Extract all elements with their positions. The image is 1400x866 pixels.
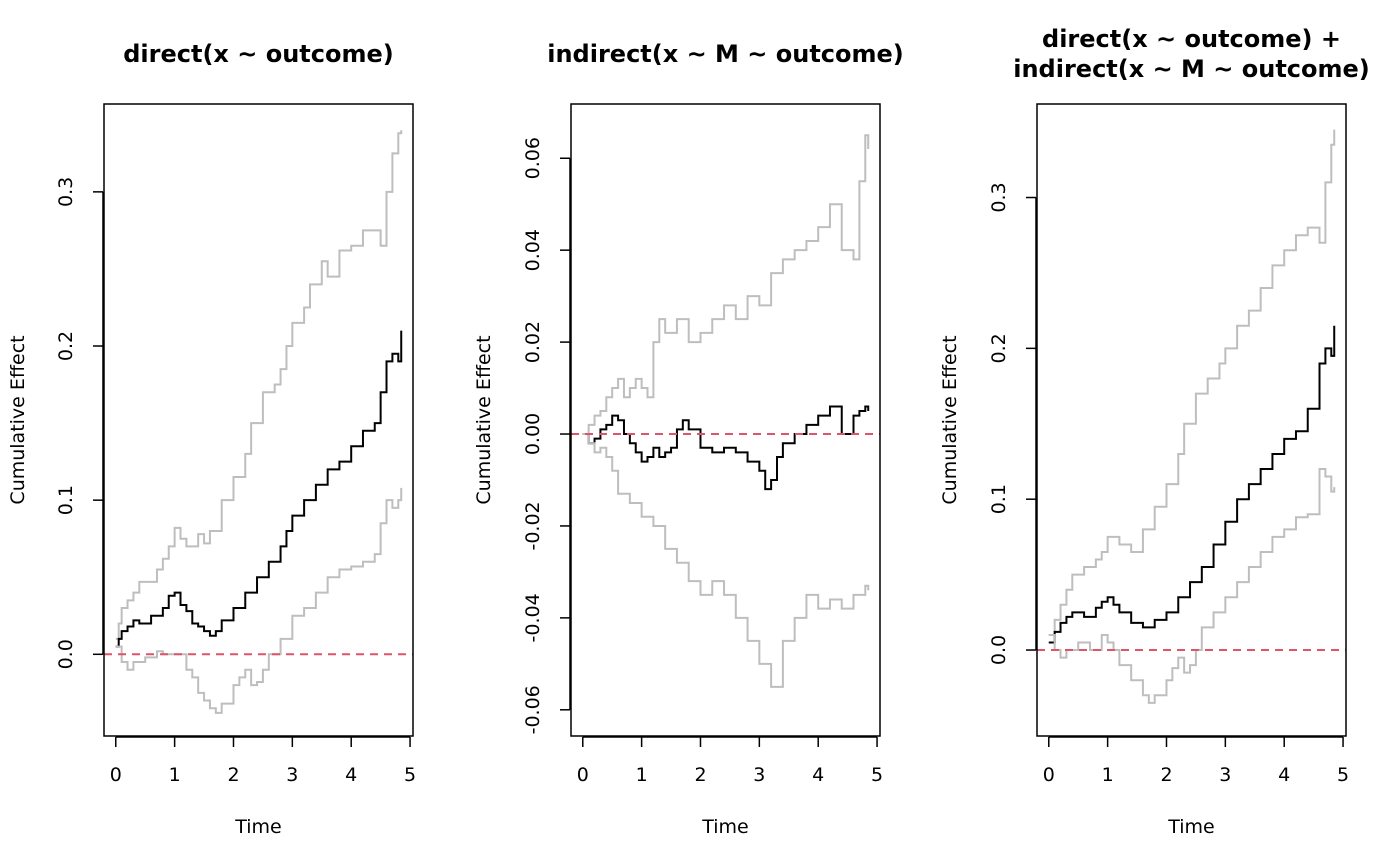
x-tick-label: 1	[1102, 764, 1114, 786]
x-tick-label: 0	[1043, 764, 1055, 786]
y-axis: 0.0 0.1 0.2 0.3 Cumulative Effect	[7, 177, 104, 669]
y-axis: 0.0 0.1 0.2 0.3 Cumulative Effect	[939, 182, 1037, 665]
x-tick-label: 5	[1337, 764, 1349, 786]
x-axis-label: Time	[1167, 816, 1215, 838]
y-tick-label: 0.2	[55, 331, 77, 361]
chart-title: direct(x ~ outcome) +	[1042, 25, 1341, 53]
series-line-estimate	[115, 330, 403, 648]
y-tick-label: 0.04	[522, 229, 544, 271]
y-axis-label: Cumulative Effect	[473, 335, 495, 504]
x-axis: 0 1 2 3 4 5 Time	[1043, 736, 1349, 838]
x-tick-label: 3	[286, 764, 298, 786]
x-axis-label: Time	[701, 816, 749, 838]
series-group	[104, 130, 413, 714]
y-tick-label: 0.06	[522, 137, 544, 179]
x-tick-label: 4	[345, 764, 357, 786]
x-tick-label: 2	[227, 764, 239, 786]
series-line-estimate	[582, 405, 870, 491]
plot-frame	[103, 103, 414, 737]
y-tick-label: 0.3	[55, 177, 77, 207]
plot-frame	[1036, 103, 1347, 737]
y-tick-label: 0.3	[988, 182, 1010, 212]
x-tick-label: 4	[1278, 764, 1290, 786]
series-line-upper	[582, 134, 870, 436]
y-axis-label: Cumulative Effect	[7, 335, 29, 504]
chart-title: indirect(x ~ M ~ outcome)	[547, 40, 904, 68]
x-tick-label: 1	[636, 764, 648, 786]
y-tick-label: 0.0	[55, 639, 77, 669]
x-tick-label: 0	[110, 764, 122, 786]
series-line-lower	[115, 487, 403, 714]
series-line-upper	[1048, 129, 1336, 636]
y-axis-label: Cumulative Effect	[939, 335, 961, 504]
x-tick-label: 0	[577, 764, 589, 786]
y-tick-label: -0.04	[522, 593, 544, 642]
chart-title: direct(x ~ outcome)	[123, 40, 394, 68]
y-tick-label: -0.02	[522, 501, 544, 550]
x-axis: 0 1 2 3 4 5 Time	[110, 736, 416, 838]
series-line-upper	[115, 130, 403, 640]
x-tick-label: 4	[812, 764, 824, 786]
series-line-estimate	[1048, 325, 1336, 644]
x-tick-label: 3	[753, 764, 765, 786]
y-axis: -0.06 -0.04 -0.02 0.00 0.02 0.04 0.06 Cumulativ…	[473, 137, 571, 734]
y-tick-label: 0.0	[988, 635, 1010, 665]
plot-frame	[570, 103, 881, 737]
x-axis-label: Time	[234, 816, 282, 838]
x-tick-label: 3	[1219, 764, 1231, 786]
y-tick-label: -0.06	[522, 685, 544, 734]
y-tick-label: 0.2	[988, 333, 1010, 363]
y-tick-label: 0.1	[55, 485, 77, 515]
series-group	[571, 134, 880, 688]
y-tick-label: 0.02	[522, 321, 544, 363]
x-tick-label: 5	[404, 764, 416, 786]
series-group	[1037, 129, 1346, 704]
x-tick-label: 5	[871, 764, 883, 786]
chart-panel-2: indirect(x ~ M ~ outcome) 0 1 2 3 4 5 Time -0.06…	[473, 40, 904, 838]
chart-panel-1: direct(x ~ outcome)0 1 2 3 4 5Time0.00.10.20.…	[7, 40, 416, 838]
y-tick-label: 0.00	[522, 413, 544, 455]
series-line-lower	[1048, 468, 1336, 704]
x-axis: 0 1 2 3 4 5 Time	[577, 736, 883, 838]
series-line-lower	[582, 433, 870, 688]
x-tick-label: 2	[1160, 764, 1172, 786]
chart-title: indirect(x ~ M ~ outcome)	[1013, 55, 1370, 83]
chart-panel-3: direct(x ~ outcome) +indirect(x ~ M ~ ou…	[939, 25, 1370, 838]
x-tick-label: 1	[169, 764, 181, 786]
y-tick-label: 0.1	[988, 484, 1010, 514]
x-tick-label: 2	[694, 764, 706, 786]
